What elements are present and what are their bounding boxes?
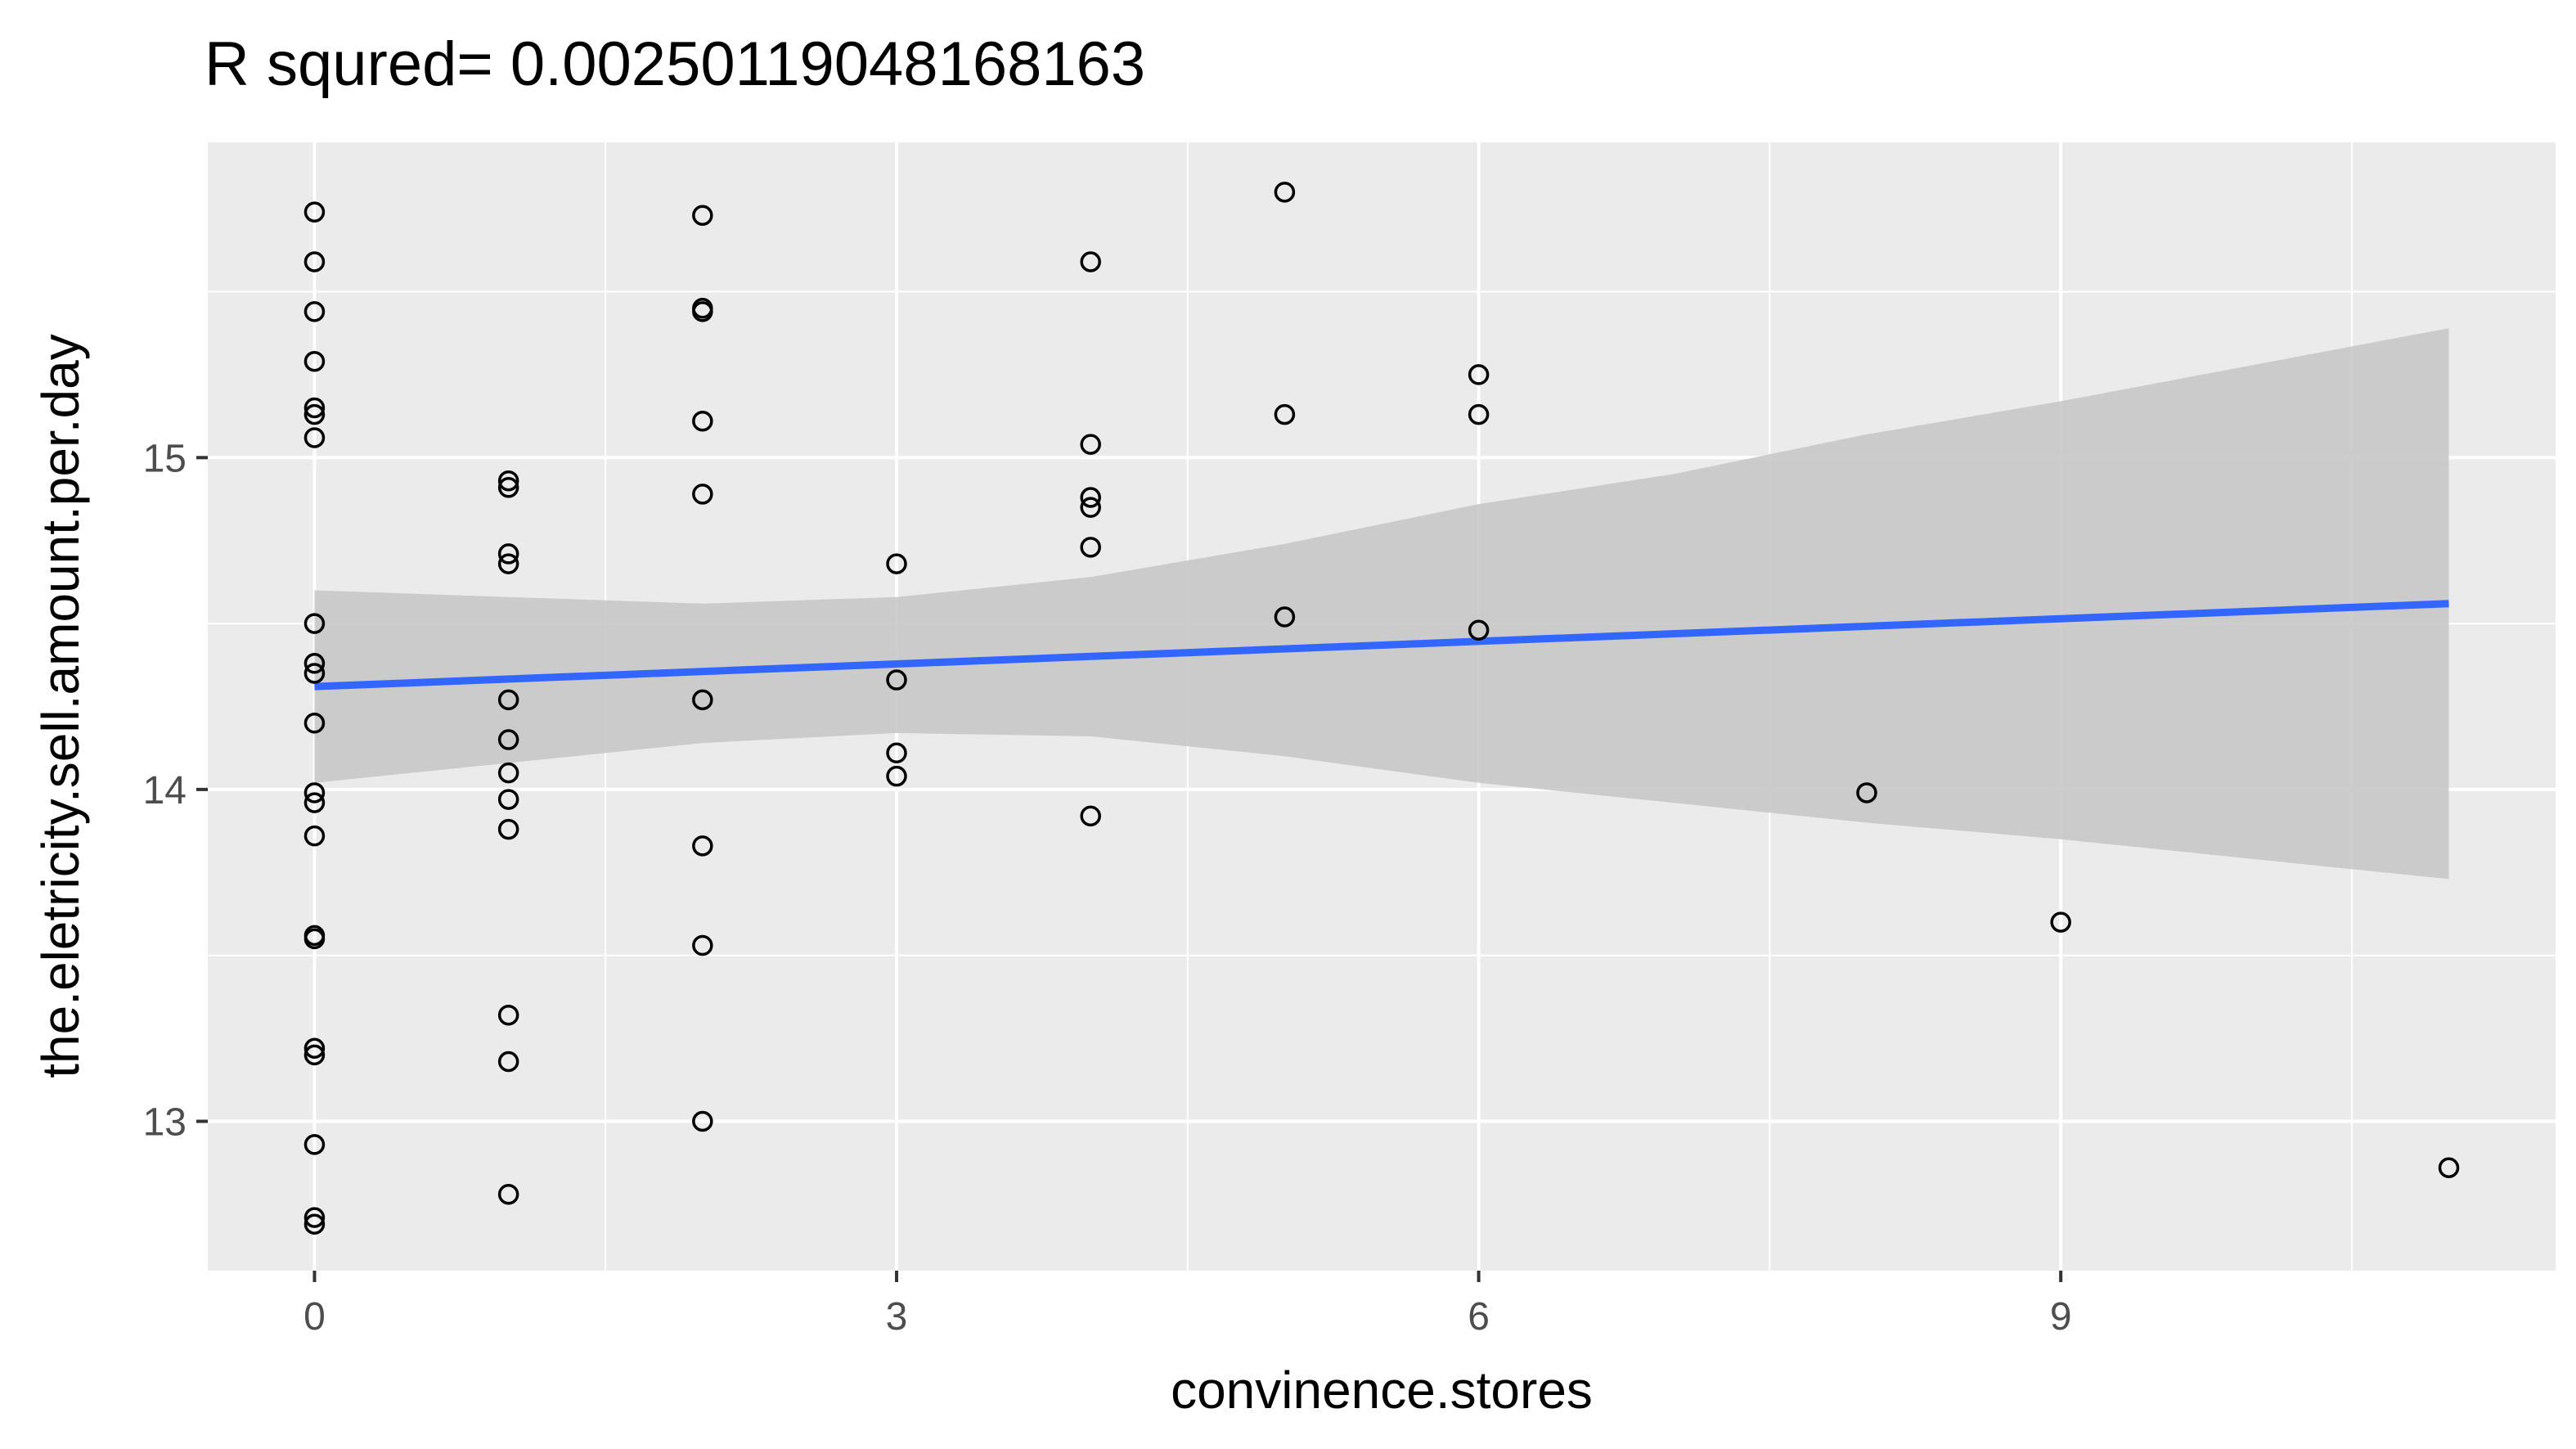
data-point (303, 397, 326, 419)
data-point (1080, 805, 1101, 827)
data-point (692, 205, 713, 226)
data-point (303, 1134, 326, 1155)
data-point (303, 301, 326, 322)
data-point (497, 470, 519, 492)
data-point (497, 553, 519, 574)
data-point (303, 1044, 326, 1066)
data-point (1856, 782, 1877, 803)
data-point (1080, 251, 1101, 272)
data-point (303, 1037, 326, 1060)
x-axis-ticks: 0 3 6 9 (303, 1271, 2072, 1339)
data-point (303, 782, 326, 803)
data-point (303, 928, 326, 950)
data-point (497, 1004, 519, 1026)
x-tick-label: 0 (303, 1295, 326, 1339)
data-point (886, 669, 907, 691)
data-point (303, 427, 326, 448)
data-point (692, 484, 713, 505)
data-point (497, 818, 519, 840)
data-point (303, 251, 326, 272)
data-point (692, 689, 713, 711)
data-point (692, 934, 713, 956)
data-point (886, 553, 907, 574)
data-point (1080, 537, 1101, 558)
y-tick-label: 13 (143, 1100, 187, 1144)
data-point (303, 613, 326, 634)
data-point (2050, 911, 2071, 933)
data-point (303, 201, 326, 223)
data-point (303, 350, 326, 372)
data-point (497, 1051, 519, 1073)
data-point (303, 403, 326, 425)
data-point (1080, 497, 1101, 518)
x-tick-label: 9 (2050, 1295, 2072, 1339)
regression-line (314, 600, 2449, 691)
y-tick-label: 15 (143, 437, 187, 480)
data-point (692, 1110, 713, 1132)
confidence-band (314, 328, 2449, 880)
y-axis-ticks: 13 14 15 (143, 437, 208, 1144)
data-point (497, 729, 519, 750)
data-point (303, 792, 326, 813)
chart-title: R squred= 0.00250119048168163 (205, 29, 1145, 99)
data-point (497, 762, 519, 784)
data-point (1080, 487, 1101, 508)
data-point (1468, 619, 1490, 641)
x-tick-label: 3 (886, 1295, 908, 1339)
x-tick-label: 6 (1468, 1295, 1490, 1339)
data-point (1468, 364, 1490, 385)
data-point (692, 301, 713, 322)
y-tick-label: 14 (143, 769, 187, 812)
data-point (1468, 403, 1490, 425)
data-point (303, 1213, 326, 1235)
data-point (497, 543, 519, 565)
data-point (692, 410, 713, 432)
data-point (303, 713, 326, 734)
data-points (303, 182, 2460, 1235)
data-point (497, 477, 519, 498)
data-point (1274, 606, 1296, 628)
data-point (1274, 403, 1296, 425)
data-point (497, 789, 519, 810)
data-point (303, 1207, 326, 1228)
data-point (497, 1183, 519, 1205)
data-point (1274, 182, 1296, 203)
data-point (692, 835, 713, 857)
data-point (303, 825, 326, 847)
data-point (303, 653, 326, 674)
data-point (497, 689, 519, 711)
y-axis-title: the.eletricity.sell.amount.per.day (31, 334, 90, 1078)
data-point (2438, 1157, 2460, 1179)
data-point (886, 765, 907, 787)
data-point (1080, 434, 1101, 455)
data-point (886, 742, 907, 764)
data-point (303, 663, 326, 684)
x-axis-title: convinence.stores (1171, 1361, 1593, 1420)
